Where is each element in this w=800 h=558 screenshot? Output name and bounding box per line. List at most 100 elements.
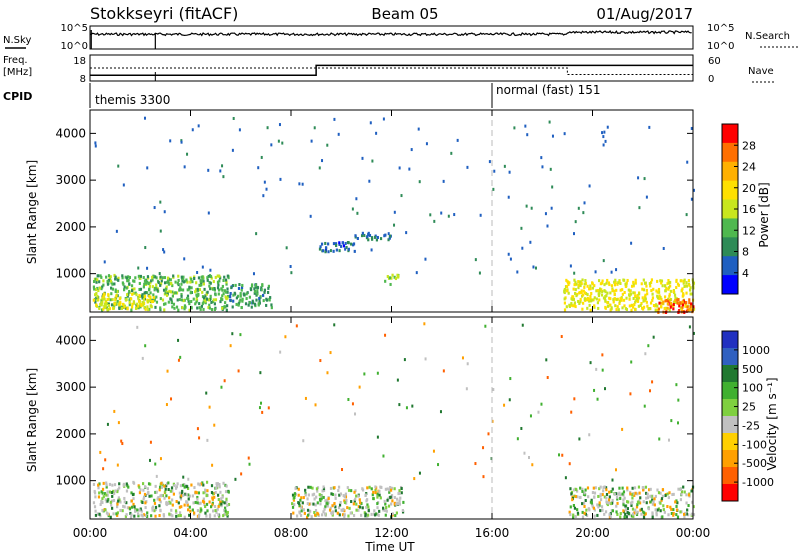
power-cell — [582, 301, 585, 305]
power-cell — [474, 258, 477, 262]
velocity-cell — [365, 505, 368, 509]
power-cell — [123, 305, 126, 309]
velocity-cell — [213, 514, 216, 518]
power-cell — [226, 290, 229, 294]
velocity-cell — [209, 505, 213, 509]
power-cell — [221, 298, 224, 302]
velocity-cell — [187, 487, 190, 491]
velocity-cell — [206, 438, 209, 442]
velocity-cell — [398, 499, 401, 503]
power-cell — [634, 278, 637, 282]
power-cell — [200, 275, 203, 279]
velocity-cell — [343, 513, 346, 517]
velocity-cell — [165, 494, 168, 498]
velocity-cell — [596, 397, 599, 401]
power-cell — [207, 274, 210, 278]
power-cell — [632, 284, 635, 288]
velocity-data-marks — [92, 322, 696, 519]
velocity-cell — [131, 493, 135, 497]
power-cell — [581, 278, 584, 282]
power-cell — [644, 298, 647, 302]
power-cell — [163, 276, 167, 280]
power-cell — [162, 302, 166, 306]
velocity-cell — [586, 486, 590, 490]
freq-panel: Freq. [MHz] 18 8 60 0 Nave — [3, 54, 775, 85]
velocity-cell — [187, 508, 190, 512]
power-cell — [368, 179, 371, 183]
velocity-cell — [314, 509, 318, 513]
power-cell — [149, 291, 152, 295]
velocity-cell — [376, 513, 379, 517]
velocity-cell — [211, 509, 215, 513]
power-cell — [672, 307, 675, 311]
velocity-cell — [600, 505, 604, 509]
power-cell — [345, 245, 348, 249]
velocity-cell — [631, 493, 634, 497]
velocity-cell — [150, 494, 153, 498]
velocity-cell — [376, 502, 379, 506]
power-cell — [594, 270, 597, 274]
power-cell — [659, 279, 662, 283]
velocity-cell — [218, 503, 221, 507]
velocity-cell — [206, 489, 209, 493]
power-cell — [260, 288, 263, 292]
power-cell — [225, 282, 228, 286]
velocity-cell — [138, 491, 142, 495]
power-cell — [673, 293, 677, 297]
velocity-cell — [192, 501, 195, 505]
power-cell — [601, 279, 604, 283]
power-cell — [680, 279, 683, 283]
power-cell — [338, 249, 341, 253]
velocity-cell — [621, 492, 624, 496]
power-cell — [656, 279, 659, 283]
power-cell — [144, 246, 147, 250]
power-cell — [544, 212, 547, 216]
power-cell — [583, 291, 587, 295]
velocity-cell — [367, 513, 370, 517]
power-cell — [338, 243, 341, 247]
velocity-cell — [188, 494, 191, 498]
power-cell — [692, 307, 696, 311]
velocity-cell — [599, 492, 602, 496]
power-cell — [130, 284, 134, 288]
power-cell — [676, 298, 679, 302]
velocity-cell — [649, 494, 652, 498]
power-cell — [593, 296, 596, 300]
velocity-cell — [240, 472, 243, 476]
power-cell — [368, 233, 372, 237]
power-cell — [588, 287, 591, 291]
velocity-cell — [224, 490, 228, 494]
velocity-cell — [110, 503, 113, 507]
power-cell — [600, 281, 604, 285]
velocity-cell — [163, 496, 166, 500]
power-cell — [516, 270, 519, 274]
power-cell — [609, 291, 612, 295]
power-cell — [367, 233, 370, 237]
velocity-cell — [118, 482, 121, 486]
power-cell — [258, 301, 261, 305]
power-cell — [143, 305, 146, 309]
velocity-cell — [572, 513, 575, 517]
velocity-cell — [101, 508, 104, 512]
velocity-cell — [653, 503, 656, 507]
velocity-cell — [692, 331, 695, 335]
power-cell — [202, 280, 205, 284]
power-cell — [92, 285, 96, 289]
power-cell — [186, 152, 189, 156]
power-cell — [231, 305, 234, 309]
velocity-cell — [608, 490, 611, 494]
velocity-cell — [399, 496, 402, 500]
velocity-cell — [117, 499, 120, 503]
power-cell — [324, 246, 328, 250]
velocity-cell — [211, 503, 214, 507]
power-cell — [488, 160, 491, 164]
power-cell — [103, 260, 106, 264]
power-cell — [604, 299, 607, 303]
velocity-cell — [314, 503, 317, 507]
power-cell — [656, 296, 660, 300]
power-cell — [179, 288, 182, 292]
velocity-cell — [396, 497, 399, 501]
velocity-cell — [226, 510, 229, 514]
power-cell — [229, 292, 232, 296]
power-cell — [213, 288, 216, 292]
